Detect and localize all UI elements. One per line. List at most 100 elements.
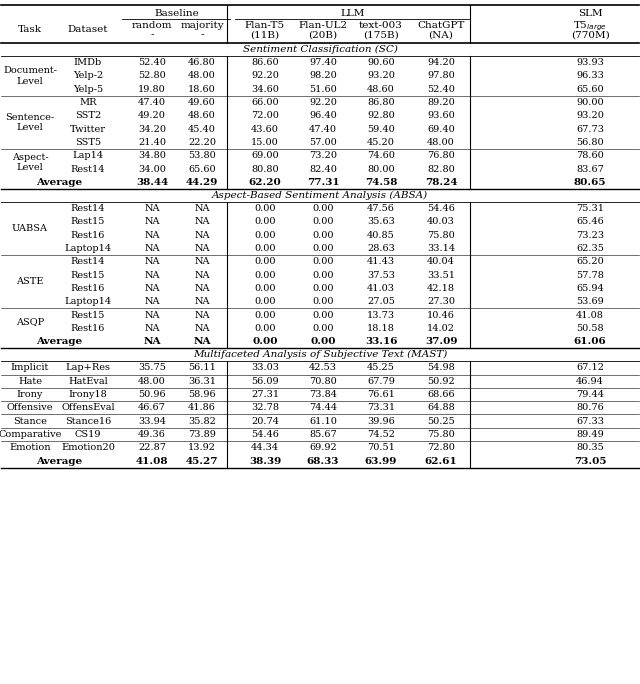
Text: 70.80: 70.80 — [309, 377, 337, 386]
Text: ChatGPT: ChatGPT — [417, 21, 465, 31]
Text: 0.00: 0.00 — [254, 298, 276, 306]
Text: 38.39: 38.39 — [249, 456, 281, 466]
Text: 67.33: 67.33 — [576, 417, 604, 425]
Text: 52.40: 52.40 — [138, 58, 166, 67]
Text: 69.92: 69.92 — [309, 443, 337, 452]
Text: 93.20: 93.20 — [367, 71, 395, 81]
Text: 0.00: 0.00 — [254, 257, 276, 266]
Text: 82.40: 82.40 — [309, 165, 337, 174]
Text: 93.60: 93.60 — [427, 111, 455, 120]
Text: Average: Average — [36, 337, 82, 346]
Text: 33.14: 33.14 — [427, 244, 455, 253]
Text: 35.75: 35.75 — [138, 363, 166, 373]
Text: 54.46: 54.46 — [427, 204, 455, 213]
Text: 0.00: 0.00 — [254, 271, 276, 280]
Text: NA: NA — [144, 284, 160, 293]
Text: 96.40: 96.40 — [309, 111, 337, 120]
Text: 20.74: 20.74 — [251, 417, 279, 425]
Text: Offensive: Offensive — [7, 404, 53, 412]
Text: text-003: text-003 — [359, 21, 403, 31]
Text: 48.00: 48.00 — [188, 71, 216, 81]
Text: 98.20: 98.20 — [309, 71, 337, 81]
Text: 68.66: 68.66 — [427, 390, 455, 399]
Text: 44.29: 44.29 — [186, 178, 218, 187]
Text: 0.00: 0.00 — [254, 244, 276, 253]
Text: 77.31: 77.31 — [307, 178, 339, 187]
Text: 80.80: 80.80 — [251, 165, 279, 174]
Text: Rest16: Rest16 — [71, 231, 105, 240]
Text: Rest15: Rest15 — [71, 271, 105, 280]
Text: Task: Task — [18, 25, 42, 34]
Text: 18.60: 18.60 — [188, 85, 216, 94]
Text: 86.80: 86.80 — [367, 98, 395, 107]
Text: 73.84: 73.84 — [309, 390, 337, 399]
Text: 80.00: 80.00 — [367, 165, 395, 174]
Text: (NA): (NA) — [429, 31, 453, 40]
Text: 76.80: 76.80 — [427, 151, 455, 160]
Text: 33.03: 33.03 — [251, 363, 279, 373]
Text: 85.67: 85.67 — [309, 430, 337, 439]
Text: Stance: Stance — [13, 417, 47, 425]
Text: 57.00: 57.00 — [309, 138, 337, 147]
Text: Lap+Res: Lap+Res — [65, 363, 111, 373]
Text: 65.94: 65.94 — [576, 284, 604, 293]
Text: 94.20: 94.20 — [427, 58, 455, 67]
Text: 52.80: 52.80 — [138, 71, 166, 81]
Text: Yelp-5: Yelp-5 — [73, 85, 103, 94]
Text: Sentiment Classification (SC): Sentiment Classification (SC) — [243, 45, 397, 54]
Text: Lap14: Lap14 — [72, 151, 104, 160]
Text: 69.40: 69.40 — [427, 124, 455, 133]
Text: NA: NA — [144, 204, 160, 213]
Text: (770M): (770M) — [571, 31, 609, 40]
Text: 74.58: 74.58 — [365, 178, 397, 187]
Text: Irony18: Irony18 — [68, 390, 108, 399]
Text: Implicit: Implicit — [11, 363, 49, 373]
Text: 50.92: 50.92 — [427, 377, 455, 386]
Text: 80.65: 80.65 — [573, 178, 606, 187]
Text: Rest14: Rest14 — [71, 165, 105, 174]
Text: 47.40: 47.40 — [138, 98, 166, 107]
Text: Flan-T5: Flan-T5 — [245, 21, 285, 31]
Text: Dataset: Dataset — [68, 25, 108, 34]
Text: 86.60: 86.60 — [251, 58, 279, 67]
Text: UABSA: UABSA — [12, 224, 48, 233]
Text: 68.33: 68.33 — [307, 456, 339, 466]
Text: 82.80: 82.80 — [427, 165, 455, 174]
Text: 34.00: 34.00 — [138, 165, 166, 174]
Text: 75.31: 75.31 — [576, 204, 604, 213]
Text: 74.44: 74.44 — [309, 404, 337, 412]
Text: 74.60: 74.60 — [367, 151, 395, 160]
Text: 43.60: 43.60 — [251, 124, 279, 133]
Text: 0.00: 0.00 — [312, 324, 333, 333]
Text: 45.25: 45.25 — [367, 363, 395, 373]
Text: 46.67: 46.67 — [138, 404, 166, 412]
Text: Emotion20: Emotion20 — [61, 443, 115, 452]
Text: 0.00: 0.00 — [254, 311, 276, 319]
Text: 89.20: 89.20 — [427, 98, 455, 107]
Text: 33.51: 33.51 — [427, 271, 455, 280]
Text: Flan-UL2: Flan-UL2 — [298, 21, 348, 31]
Text: 61.10: 61.10 — [309, 417, 337, 425]
Text: 62.35: 62.35 — [576, 244, 604, 253]
Text: 38.44: 38.44 — [136, 178, 168, 187]
Text: 0.00: 0.00 — [254, 231, 276, 240]
Text: CS19: CS19 — [75, 430, 101, 439]
Text: Multifaceted Analysis of Subjective Text (MAST): Multifaceted Analysis of Subjective Text… — [193, 350, 447, 359]
Text: 42.53: 42.53 — [309, 363, 337, 373]
Text: 52.40: 52.40 — [427, 85, 455, 94]
Text: 62.20: 62.20 — [248, 178, 282, 187]
Text: (20B): (20B) — [308, 31, 337, 40]
Text: 44.34: 44.34 — [251, 443, 279, 452]
Text: 53.69: 53.69 — [576, 298, 604, 306]
Text: 33.94: 33.94 — [138, 417, 166, 425]
Text: Rest14: Rest14 — [71, 257, 105, 266]
Text: 92.80: 92.80 — [367, 111, 395, 120]
Text: 49.36: 49.36 — [138, 430, 166, 439]
Text: 0.00: 0.00 — [312, 231, 333, 240]
Text: NA: NA — [144, 218, 160, 226]
Text: 56.09: 56.09 — [251, 377, 279, 386]
Text: 0.00: 0.00 — [312, 271, 333, 280]
Text: 78.24: 78.24 — [425, 178, 457, 187]
Text: SLM: SLM — [578, 10, 602, 18]
Text: LLM: LLM — [341, 10, 365, 18]
